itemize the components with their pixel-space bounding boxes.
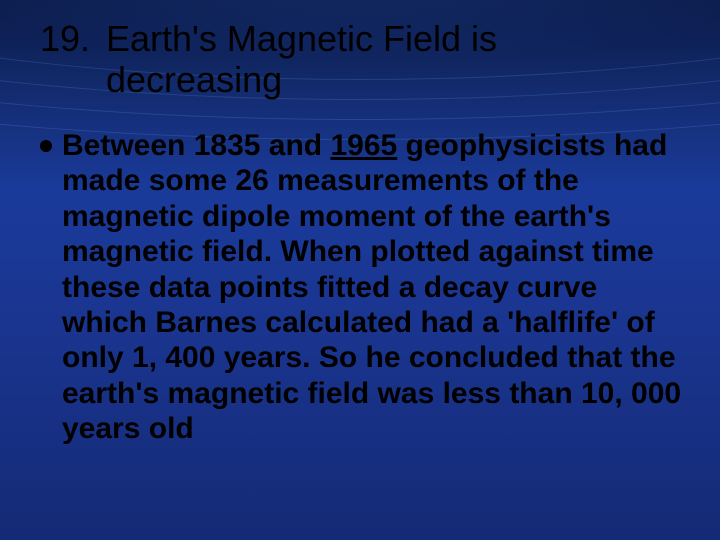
slide-title: Earth's Magnetic Field is decreasing (106, 18, 680, 101)
bullet-text-post: geophysicists had made some 26 measureme… (62, 129, 681, 445)
bullet-dot-icon (40, 140, 52, 152)
bullet-text-underlined: 1965 (330, 129, 397, 162)
bullet-item: Between 1835 and 1965 geophysicists had … (40, 128, 690, 447)
slide-title-row: 19. Earth's Magnetic Field is decreasing (40, 18, 680, 101)
bullet-text-pre: Between 1835 and (62, 129, 330, 162)
slide-body: Between 1835 and 1965 geophysicists had … (40, 128, 690, 447)
slide-number: 19. (40, 18, 98, 59)
slide: 19. Earth's Magnetic Field is decreasing… (0, 0, 720, 540)
bullet-text: Between 1835 and 1965 geophysicists had … (62, 128, 690, 447)
